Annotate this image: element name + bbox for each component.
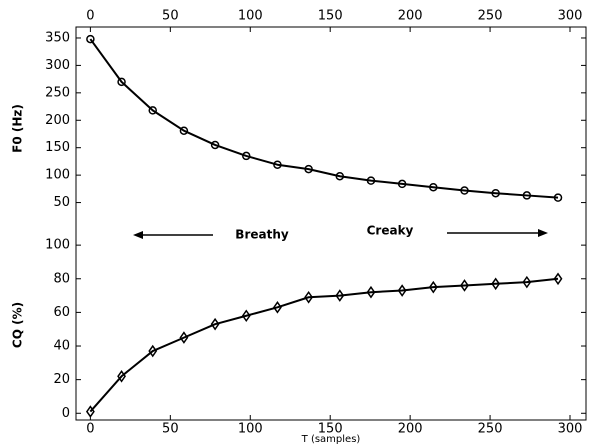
series-line	[89, 277, 559, 413]
x-tick-label: 250	[478, 9, 503, 24]
y-tick-label: 300	[45, 58, 70, 73]
x-tick-label: 300	[558, 422, 583, 437]
y-tick-label: 0	[62, 406, 70, 421]
marker	[304, 164, 313, 174]
marker	[335, 289, 345, 302]
marker	[491, 277, 501, 291]
marker	[117, 77, 126, 87]
marker	[460, 186, 469, 195]
y-tick-label: 200	[45, 113, 70, 128]
series-line	[89, 38, 559, 199]
marker	[179, 331, 189, 344]
y-tick-label: 50	[53, 195, 70, 210]
marker	[304, 290, 314, 304]
marker	[86, 34, 95, 44]
y-tick-label: 100	[45, 238, 70, 253]
marker	[522, 275, 532, 289]
marker	[273, 160, 282, 169]
marker	[397, 179, 407, 189]
marker	[366, 176, 376, 185]
y-tick-label: 150	[45, 140, 70, 155]
marker	[273, 301, 282, 314]
arrow-head	[133, 231, 143, 239]
y-tick-label: 250	[45, 85, 70, 100]
y-tick-label: 60	[53, 305, 70, 320]
x-tick-label: 0	[86, 9, 94, 24]
x-tick-label: 200	[398, 422, 423, 437]
marker	[210, 140, 220, 150]
marker	[397, 284, 407, 297]
annotation: Creaky	[367, 224, 414, 238]
marker	[148, 106, 157, 115]
x-tick-label: 100	[238, 9, 263, 24]
y-tick-label: 350	[45, 30, 70, 45]
x-tick-label: 50	[162, 422, 179, 437]
y-tick-label: 20	[53, 372, 70, 387]
marker	[242, 151, 251, 161]
y-axis-label: CQ (%)	[11, 302, 25, 348]
marker	[210, 317, 220, 331]
annotation: Breathy	[235, 228, 289, 242]
marker	[460, 279, 469, 292]
axes-frame	[75, 26, 587, 421]
x-tick-label: 0	[86, 422, 94, 437]
x-tick-label: 300	[558, 9, 583, 24]
y-axis-label: F0 (Hz)	[11, 104, 25, 153]
x-axis-label: T (samples)	[301, 434, 361, 445]
marker	[553, 272, 563, 286]
y-tick-label: 100	[45, 168, 70, 183]
marker	[491, 188, 500, 198]
arrow-head	[538, 229, 548, 237]
x-tick-label: 200	[398, 9, 423, 24]
x-tick-label: 50	[162, 9, 179, 24]
x-tick-label: 100	[238, 422, 263, 437]
x-tick-label: 150	[318, 422, 343, 437]
x-tick-label: 150	[318, 9, 343, 24]
marker	[335, 171, 345, 181]
marker	[117, 369, 126, 383]
marker	[148, 344, 158, 358]
marker	[85, 405, 95, 418]
x-tick-label: 250	[478, 422, 503, 437]
marker	[429, 182, 438, 192]
marker	[553, 193, 563, 202]
y-tick-label: 80	[53, 271, 70, 286]
marker	[241, 309, 251, 323]
marker	[179, 126, 189, 135]
marker	[522, 191, 532, 200]
marker	[366, 285, 376, 299]
marker	[428, 280, 438, 294]
y-tick-label: 40	[53, 339, 70, 354]
